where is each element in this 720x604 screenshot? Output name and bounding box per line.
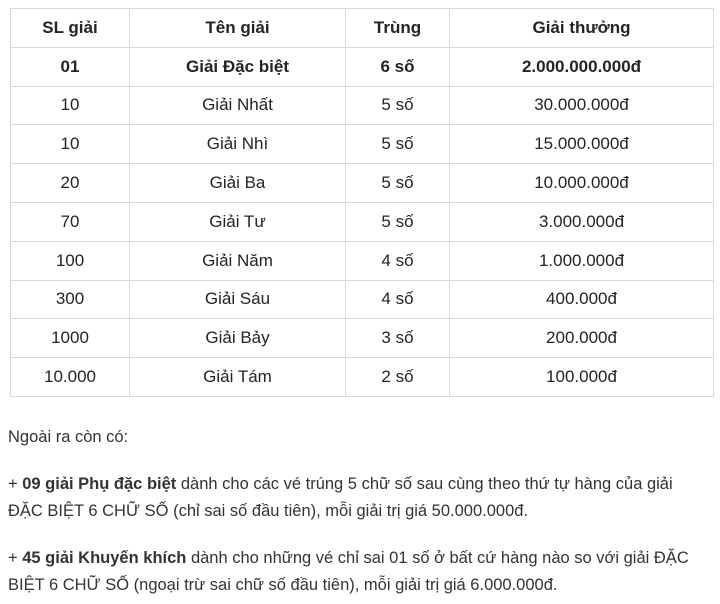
note-lead: + (8, 548, 23, 567)
cell-prize-value: 200.000đ (449, 318, 714, 359)
table-row: 10.000 Giải Tám 2 số 100.000đ (10, 357, 714, 397)
page: SL giải Tên giải Trùng Giải thưởng 01 Gi… (0, 8, 720, 604)
table-row: 10 Giải Nhất 5 số 30.000.000đ (10, 85, 714, 126)
cell-quantity: 10.000 (10, 357, 130, 397)
note-description: dành cho những vé chỉ sai 01 số ở bất cứ… (8, 548, 689, 594)
note-encouragement: + 45 giải Khuyến khích dành cho những vé… (8, 545, 710, 599)
header-cell-prize: Giải thưởng (449, 8, 714, 48)
cell-prize-value: 400.000đ (449, 279, 714, 320)
table-header-row: SL giải Tên giải Trùng Giải thưởng (10, 8, 714, 48)
cell-prize-name: Giải Nhì (129, 124, 346, 165)
header-cell-match: Trùng (345, 8, 450, 48)
cell-match: 5 số (345, 124, 450, 165)
cell-quantity: 100 (10, 240, 130, 281)
cell-match: 2 số (345, 357, 450, 397)
prize-table: SL giải Tên giải Trùng Giải thưởng 01 Gi… (10, 8, 714, 397)
table-row-special-prize: 01 Giải Đặc biệt 6 số 2.000.000.000đ (10, 46, 714, 87)
cell-quantity: 70 (10, 201, 130, 242)
cell-prize-name: Giải Sáu (129, 279, 346, 320)
cell-prize-name: Giải Tư (129, 201, 346, 242)
cell-prize-name: Giải Tám (129, 357, 346, 397)
table-row: 300 Giải Sáu 4 số 400.000đ (10, 279, 714, 320)
notes-intro: Ngoài ra còn có: (8, 427, 129, 446)
cell-prize-value: 30.000.000đ (449, 85, 714, 126)
notes-section: Ngoài ra còn có: + 09 giải Phụ đặc biệt … (8, 424, 710, 599)
table-row: 100 Giải Năm 4 số 1.000.000đ (10, 240, 714, 281)
cell-quantity: 300 (10, 279, 130, 320)
cell-match: 6 số (345, 46, 450, 87)
table-row: 20 Giải Ba 5 số 10.000.000đ (10, 163, 714, 203)
cell-prize-value: 15.000.000đ (449, 124, 714, 165)
cell-prize-value: 3.000.000đ (449, 201, 714, 242)
cell-prize-name: Giải Nhất (129, 85, 346, 126)
cell-match: 5 số (345, 163, 450, 203)
cell-prize-value: 1.000.000đ (449, 240, 714, 281)
header-cell-name: Tên giải (129, 8, 346, 48)
cell-quantity: 01 (10, 46, 130, 87)
cell-prize-value: 2.000.000.000đ (449, 46, 714, 87)
cell-quantity: 10 (10, 85, 130, 126)
cell-match: 4 số (345, 240, 450, 281)
table-row: 10 Giải Nhì 5 số 15.000.000đ (10, 124, 714, 165)
cell-match: 5 số (345, 85, 450, 126)
cell-match: 4 số (345, 279, 450, 320)
cell-quantity: 20 (10, 163, 130, 203)
cell-prize-value: 100.000đ (449, 357, 714, 397)
table-row: 1000 Giải Bảy 3 số 200.000đ (10, 318, 714, 359)
cell-prize-value: 10.000.000đ (449, 163, 714, 203)
cell-match: 5 số (345, 201, 450, 242)
cell-quantity: 10 (10, 124, 130, 165)
note-bold-label: 45 giải Khuyến khích (22, 548, 187, 567)
note-bold-label: 09 giải Phụ đặc biệt (22, 474, 177, 493)
cell-quantity: 1000 (10, 318, 130, 359)
cell-prize-name: Giải Ba (129, 163, 346, 203)
cell-match: 3 số (345, 318, 450, 359)
header-cell-quantity: SL giải (10, 8, 130, 48)
note-consolation-special: + 09 giải Phụ đặc biệt dành cho các vé t… (8, 471, 710, 525)
note-lead: + (8, 474, 23, 493)
cell-prize-name: Giải Đặc biệt (129, 46, 346, 87)
cell-prize-name: Giải Bảy (129, 318, 346, 359)
table-row: 70 Giải Tư 5 số 3.000.000đ (10, 201, 714, 242)
cell-prize-name: Giải Năm (129, 240, 346, 281)
note-description: dành cho các vé trúng 5 chữ số sau cùng … (8, 474, 673, 520)
